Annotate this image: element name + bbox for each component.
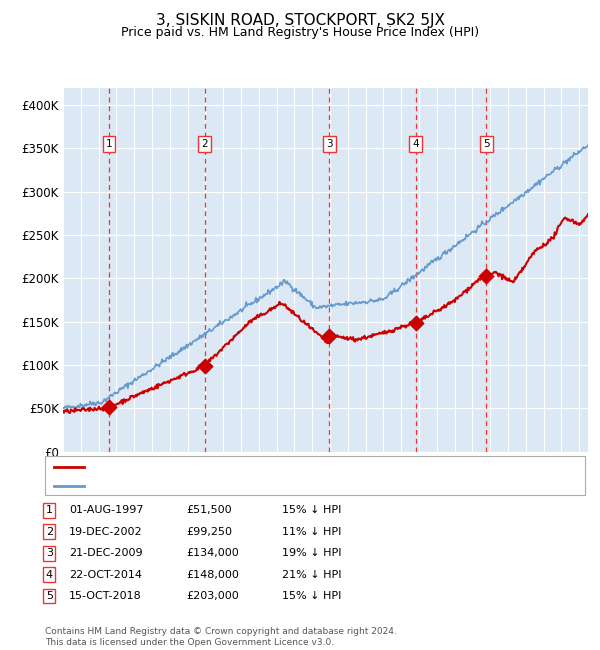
Text: 3, SISKIN ROAD, STOCKPORT, SK2 5JX: 3, SISKIN ROAD, STOCKPORT, SK2 5JX: [155, 13, 445, 28]
Text: 2: 2: [46, 526, 53, 537]
Text: 1: 1: [46, 505, 53, 515]
Text: 3: 3: [326, 139, 333, 149]
Text: HPI: Average price, semi-detached house, Stockport: HPI: Average price, semi-detached house,…: [91, 480, 376, 491]
Text: 11% ↓ HPI: 11% ↓ HPI: [282, 526, 341, 537]
Point: [411, 318, 421, 329]
Text: £134,000: £134,000: [186, 548, 239, 558]
Text: 19% ↓ HPI: 19% ↓ HPI: [282, 548, 341, 558]
Text: 3: 3: [46, 548, 53, 558]
Text: 3, SISKIN ROAD, STOCKPORT, SK2 5JX (semi-detached house): 3, SISKIN ROAD, STOCKPORT, SK2 5JX (semi…: [91, 462, 427, 472]
Text: 19-DEC-2002: 19-DEC-2002: [69, 526, 143, 537]
Text: 5: 5: [483, 139, 490, 149]
Text: Contains HM Land Registry data © Crown copyright and database right 2024.
This d: Contains HM Land Registry data © Crown c…: [45, 627, 397, 647]
Point: [104, 402, 114, 412]
Text: Price paid vs. HM Land Registry's House Price Index (HPI): Price paid vs. HM Land Registry's House …: [121, 26, 479, 39]
Text: 1: 1: [106, 139, 112, 149]
Text: £203,000: £203,000: [186, 591, 239, 601]
Text: £51,500: £51,500: [186, 505, 232, 515]
Text: £148,000: £148,000: [186, 569, 239, 580]
Point: [200, 361, 209, 371]
Text: 5: 5: [46, 591, 53, 601]
Text: 4: 4: [412, 139, 419, 149]
Text: 4: 4: [46, 569, 53, 580]
Text: 15-OCT-2018: 15-OCT-2018: [69, 591, 142, 601]
Text: 15% ↓ HPI: 15% ↓ HPI: [282, 505, 341, 515]
Point: [482, 270, 491, 281]
Text: 01-AUG-1997: 01-AUG-1997: [69, 505, 143, 515]
Text: £99,250: £99,250: [186, 526, 232, 537]
Text: 22-OCT-2014: 22-OCT-2014: [69, 569, 142, 580]
Point: [325, 330, 334, 341]
Text: 15% ↓ HPI: 15% ↓ HPI: [282, 591, 341, 601]
Text: 21-DEC-2009: 21-DEC-2009: [69, 548, 143, 558]
Text: 2: 2: [202, 139, 208, 149]
Text: 21% ↓ HPI: 21% ↓ HPI: [282, 569, 341, 580]
